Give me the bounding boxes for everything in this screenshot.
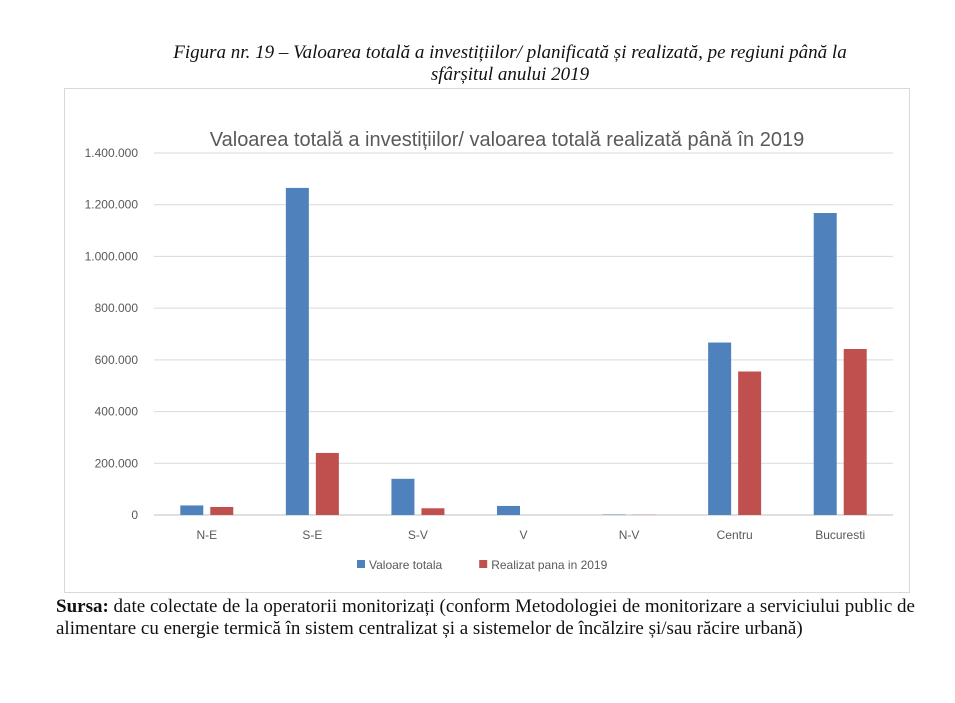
bar bbox=[210, 506, 234, 515]
bar bbox=[497, 505, 520, 515]
bar bbox=[843, 348, 867, 515]
legend-swatch bbox=[479, 560, 488, 568]
y-tick-label: 0 bbox=[131, 508, 138, 522]
x-tick-label: Bucuresti bbox=[815, 528, 865, 542]
bar bbox=[285, 187, 309, 515]
bar bbox=[602, 514, 626, 515]
bar bbox=[180, 505, 204, 515]
chart-title: Valoarea totală a investițiilor/ valoare… bbox=[210, 129, 804, 151]
source-label: Sursa: bbox=[56, 596, 109, 617]
x-tick-label: N-V bbox=[619, 528, 640, 542]
x-tick-label: V bbox=[519, 528, 527, 542]
x-tick-label: Centru bbox=[717, 528, 753, 542]
bar bbox=[738, 371, 762, 515]
y-tick-label: 600.000 bbox=[95, 353, 139, 367]
source-text: date colectate de la operatorii monitori… bbox=[56, 596, 915, 639]
y-tick-label: 1.200.000 bbox=[85, 198, 139, 212]
bar-chart: Valoarea totală a investițiilor/ valoare… bbox=[85, 129, 893, 572]
caption-line-1: Figura nr. 19 – Valoarea totală a invest… bbox=[173, 42, 847, 63]
bar bbox=[708, 342, 732, 515]
y-tick-label: 1.000.000 bbox=[85, 249, 139, 263]
y-tick-label: 200.000 bbox=[95, 456, 139, 470]
y-tick-label: 400.000 bbox=[95, 405, 139, 419]
legend-swatch bbox=[357, 560, 365, 568]
bar bbox=[813, 212, 837, 515]
caption-line-2: sfârșitul anului 2019 bbox=[430, 64, 590, 85]
y-tick-label: 1.400.000 bbox=[85, 146, 139, 160]
legend-label: Realizat pana in 2019 bbox=[491, 558, 607, 572]
chart-container: Valoarea totală a investițiilor/ valoare… bbox=[64, 88, 910, 593]
source-note: Sursa: date colectate de la operatorii m… bbox=[56, 596, 926, 640]
x-tick-label: N-E bbox=[196, 528, 217, 542]
figure-caption: Figura nr. 19 – Valoarea totală a invest… bbox=[120, 42, 900, 86]
bar bbox=[421, 508, 445, 515]
y-tick-label: 800.000 bbox=[95, 301, 139, 315]
x-tick-label: S-E bbox=[302, 528, 322, 542]
legend-label: Valoare totala bbox=[369, 558, 442, 572]
bar bbox=[315, 452, 339, 515]
bar bbox=[391, 478, 415, 515]
x-tick-label: S-V bbox=[408, 528, 428, 542]
